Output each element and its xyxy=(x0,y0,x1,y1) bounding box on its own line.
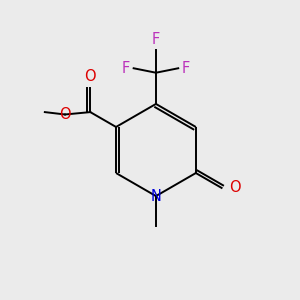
Text: F: F xyxy=(152,32,160,47)
Text: O: O xyxy=(229,180,241,195)
Text: F: F xyxy=(182,61,190,76)
Text: N: N xyxy=(151,189,161,204)
Text: F: F xyxy=(122,61,130,76)
Text: O: O xyxy=(85,69,96,84)
Text: O: O xyxy=(59,107,71,122)
